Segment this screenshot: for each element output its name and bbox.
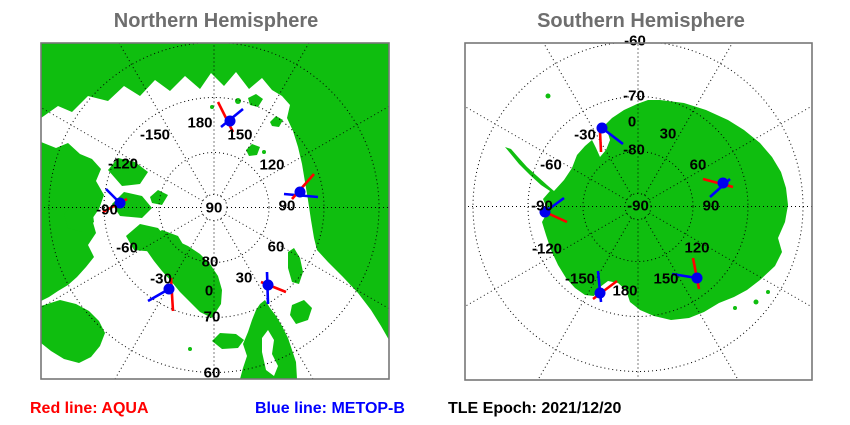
grid-label: 0 <box>628 114 636 131</box>
aqua-track-line <box>216 101 235 133</box>
satellite-position-dot <box>163 283 175 295</box>
grid-label: -90 <box>531 198 553 215</box>
grid-label: 120 <box>259 157 284 174</box>
grid-label: 120 <box>684 240 709 257</box>
small-island <box>210 105 214 109</box>
north-satellite-markers <box>102 101 319 312</box>
grid-label: -90 <box>96 202 118 219</box>
meridian-line <box>649 212 812 308</box>
meridian-line <box>649 105 812 201</box>
grid-label: -60 <box>116 240 138 257</box>
legend-aqua-red-line: Red line: AQUA <box>30 400 149 417</box>
grid-label: 90 <box>206 200 223 217</box>
north-plot-title: Northern Hemisphere <box>114 10 319 32</box>
island-franz-josef <box>270 116 283 127</box>
small-island <box>753 299 759 305</box>
aqua-track-line <box>598 130 603 153</box>
island-iceland <box>212 333 244 349</box>
meridian-line <box>465 106 627 201</box>
grid-label: 0 <box>205 283 213 300</box>
island-arctic-archipelago <box>150 190 168 205</box>
grid-label: -70 <box>623 88 645 105</box>
grid-label: 90 <box>279 198 296 215</box>
meridian-line <box>465 212 627 307</box>
grid-label: 60 <box>690 157 707 174</box>
meridian-line <box>220 218 314 379</box>
south-satellite-markers <box>539 122 734 303</box>
north-landmasses <box>41 43 389 379</box>
grid-label: -30 <box>574 127 596 144</box>
grid-label: 80 <box>202 254 219 271</box>
island-kola <box>290 300 312 324</box>
grid-label: 30 <box>660 126 677 143</box>
north-graticule <box>41 43 389 379</box>
south-landmasses <box>505 93 788 320</box>
landmass-antarctica <box>505 100 788 320</box>
grid-label: 90 <box>703 198 720 215</box>
grid-label: -120 <box>532 241 562 258</box>
island-arctic-archipelago <box>64 202 94 232</box>
meridian-line <box>225 213 389 310</box>
grid-label: 60 <box>204 365 221 382</box>
meridian-line <box>220 43 310 197</box>
latitude-circle <box>582 151 694 262</box>
grid-label: 150 <box>653 271 678 288</box>
satellite-position-dot <box>262 279 274 291</box>
small-island <box>733 306 737 310</box>
satellite-position-dot <box>114 197 126 209</box>
grid-label: -60 <box>540 157 562 174</box>
satellite-position-dot <box>717 177 729 189</box>
north-hemisphere-plot: Northern Hemisphere <box>40 10 390 382</box>
legend-metopb-blue-line: Blue line: METOP-B <box>255 400 405 417</box>
island-svalbard <box>246 144 260 156</box>
north-plot-border <box>40 42 390 380</box>
meridian-line <box>41 107 203 202</box>
satellite-position-dot <box>691 272 703 284</box>
landmass-eurasia <box>41 43 389 340</box>
legend-row: Red line: AQUA Blue line: METOP-B TLE Ep… <box>30 400 622 417</box>
north-grid-labels: 90 80 70 60 180 150 120 90 60 30 0 -30 -60 -90 -120-15… <box>96 115 295 382</box>
grid-label: 30 <box>236 270 253 287</box>
meridian-line <box>41 213 203 308</box>
grid-label: 180 <box>187 115 212 132</box>
satellite-position-dot <box>224 115 236 127</box>
latitude-circle <box>158 152 270 263</box>
small-island <box>188 347 192 351</box>
island-novaya-zemlya <box>288 248 303 284</box>
satellite-position-dot <box>294 186 306 198</box>
grid-label: 70 <box>204 309 221 326</box>
meridian-line <box>644 43 733 196</box>
satellite-position-dot <box>596 122 608 134</box>
grid-label: 150 <box>227 127 252 144</box>
satellite-position-dot <box>594 287 606 299</box>
grid-label: -90 <box>627 198 649 215</box>
small-island <box>766 290 770 294</box>
island-arctic-archipelago <box>108 158 148 186</box>
grid-label: -150 <box>140 127 170 144</box>
meridian-line <box>225 105 389 202</box>
satellite-position-dot <box>539 206 551 218</box>
grid-label: -60 <box>624 33 646 50</box>
grid-label: -120 <box>108 156 138 173</box>
small-island <box>262 150 266 154</box>
south-hemisphere-plot: Southern Hemisphere -90 -80 -70 -60 0 30 60 90 1… <box>464 10 813 381</box>
south-grid-labels: -90 -80 -70 -60 0 30 60 90 120 150 180 -150-120 -90 -… <box>531 33 719 300</box>
grid-label: -80 <box>623 142 645 159</box>
meridian-line <box>114 218 208 379</box>
south-plot-border <box>464 42 813 381</box>
grid-label: 180 <box>612 283 637 300</box>
grid-label: 60 <box>268 239 285 256</box>
legend-tle-epoch: TLE Epoch: 2021/12/20 <box>448 400 622 417</box>
grid-label: -30 <box>150 271 172 288</box>
aqua-track-line <box>169 277 175 312</box>
small-island <box>545 93 551 99</box>
landmass-greenland <box>145 238 222 318</box>
meridian-line <box>118 43 208 197</box>
grid-label: -150 <box>565 271 595 288</box>
gulf-of-bothnia <box>262 330 278 376</box>
south-plot-title: Southern Hemisphere <box>537 10 745 32</box>
